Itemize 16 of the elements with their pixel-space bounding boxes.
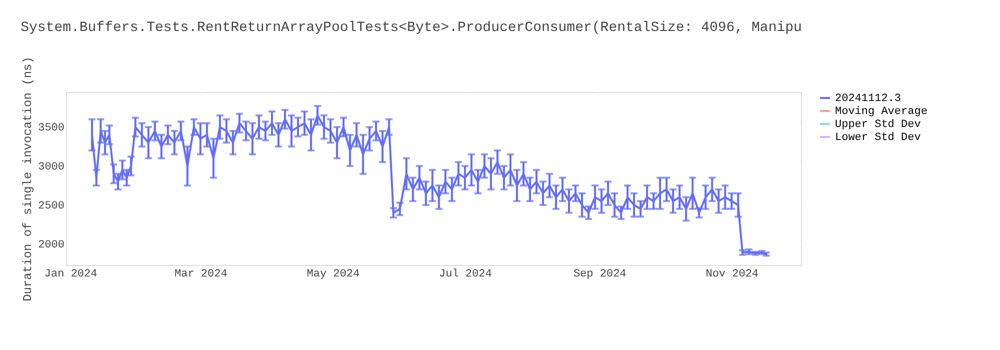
x-tick-label: Nov 2024 [706,268,759,280]
x-tick-label: Jul 2024 [439,268,492,280]
y-tick-label: 2000 [38,239,64,252]
chart-title: System.Buffers.Tests.RentReturnArrayPoolTests<Byte>.ProducerConsumer(RentalSize: 4096, Manipu [20,20,802,36]
x-tick-label: Jan 2024 [44,268,98,280]
x-tick-label: Sep 2024 [573,268,627,280]
legend-label: Upper Std Dev [835,119,922,131]
x-tick-label: May 2024 [306,268,360,280]
y-tick-label: 3500 [38,122,64,135]
legend-label: Moving Average [835,106,928,118]
y-axis-title: Duration of single invocation (ns) [21,56,36,302]
y-tick-label: 3000 [38,162,64,174]
legend-label: 20241112.3 [835,93,902,105]
legend-label: Lower Std Dev [835,132,922,144]
y-tick-label: 2500 [38,200,64,212]
x-tick-label: Mar 2024 [174,268,228,280]
